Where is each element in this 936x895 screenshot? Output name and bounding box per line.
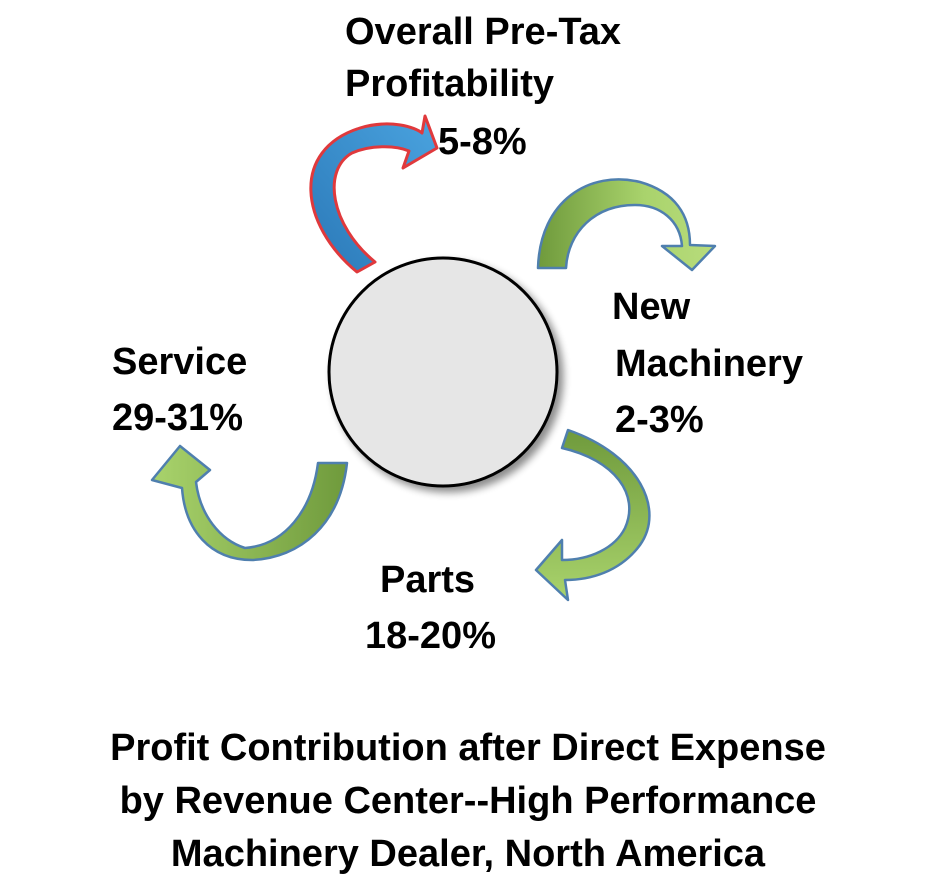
new-machinery-label-line2: Machinery — [615, 343, 803, 385]
arrow-to-profitability — [309, 114, 439, 274]
overall-label-line2: Profitability — [345, 63, 555, 105]
arrow-to-new-machinery — [536, 178, 717, 272]
arrow-to-service — [150, 444, 349, 562]
arrow-to-parts — [534, 428, 651, 602]
overall-label-line1: Overall Pre-Tax — [345, 11, 622, 53]
caption-line2: by Revenue Center--High Performance — [119, 780, 817, 822]
caption-line1: Profit Contribution after Direct Expense — [110, 727, 826, 769]
parts-label: Parts — [380, 559, 476, 601]
overall-value: 5-8% — [438, 121, 527, 163]
new-machinery-label-line1: New — [612, 286, 691, 328]
center-circle — [327, 256, 559, 488]
new-machinery-value: 2-3% — [615, 399, 704, 441]
service-label: Service — [112, 341, 248, 383]
parts-value: 18-20% — [365, 615, 496, 657]
caption-line3: Machinery Dealer, North America — [170, 833, 766, 875]
service-value: 29-31% — [112, 397, 243, 439]
diagram-caption: Profit Contribution after Direct Expense… — [0, 722, 936, 881]
